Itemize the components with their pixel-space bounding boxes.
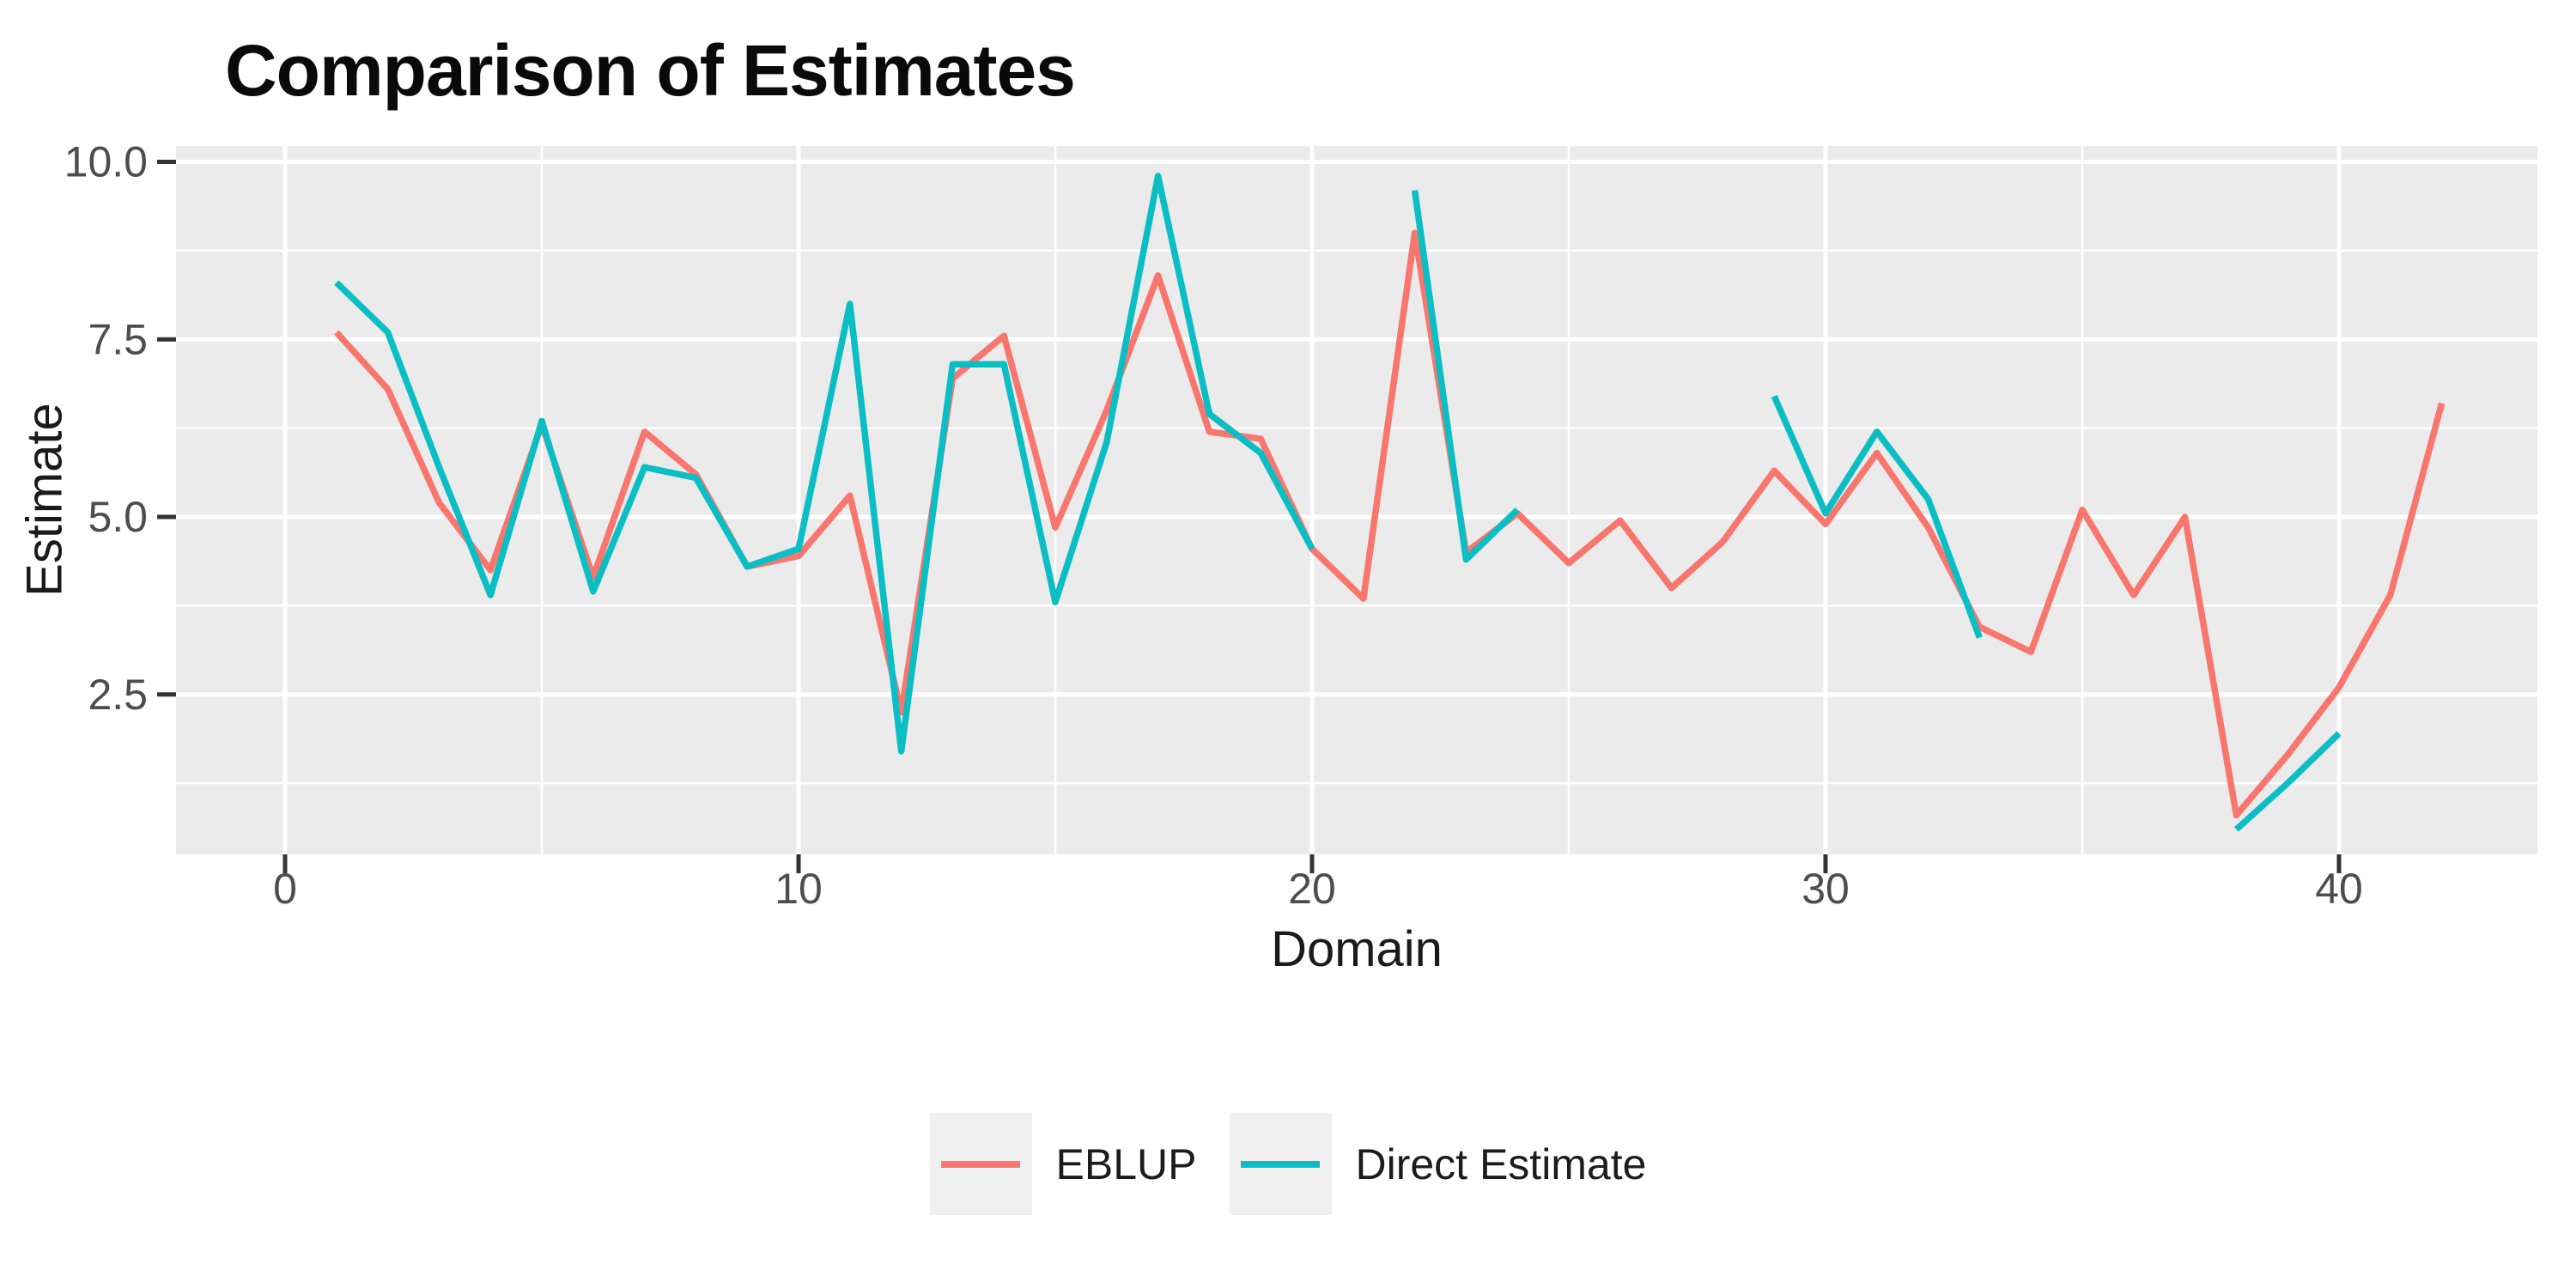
direct-estimate-line-swatch-icon [1241, 1160, 1320, 1168]
legend-label-direct-estimate: Direct Estimate [1355, 1139, 1647, 1188]
series-line-direct-estimate [1771, 394, 1983, 639]
legend: EBLUP Direct Estimate [0, 1113, 2576, 1215]
series-line-direct-estimate [334, 173, 1315, 755]
x-tick-label: 20 [1288, 865, 1336, 913]
series-line-eblup [334, 229, 2445, 819]
legend-key-eblup [929, 1113, 1032, 1215]
x-tick-label: 0 [273, 865, 297, 913]
legend-key-direct-estimate [1229, 1113, 1332, 1215]
legend-item-eblup: EBLUP [929, 1113, 1197, 1215]
x-tick-label: 40 [2315, 865, 2363, 913]
x-axis-title: Domain [1271, 921, 1443, 977]
series-line-direct-estimate [2233, 731, 2342, 832]
eblup-line-swatch-icon [941, 1160, 1021, 1168]
y-tick-label: 7.5 [88, 315, 148, 363]
chart-title: Comparison of Estimates [225, 30, 1076, 111]
y-tick-label: 10.0 [64, 138, 148, 186]
x-tick-label: 30 [1801, 865, 1850, 913]
legend-label-eblup: EBLUP [1055, 1139, 1197, 1188]
y-tick-label: 2.5 [88, 671, 148, 719]
panel-background [176, 146, 2537, 854]
series-line-direct-estimate [1411, 190, 1520, 563]
y-tick-label: 5.0 [88, 493, 148, 541]
plot-area: 2.5 5.0 7.5 10.0 0 10 20 30 40 [64, 138, 2537, 913]
legend-item-direct-estimate: Direct Estimate [1229, 1113, 1647, 1215]
x-tick-label: 10 [775, 865, 823, 913]
